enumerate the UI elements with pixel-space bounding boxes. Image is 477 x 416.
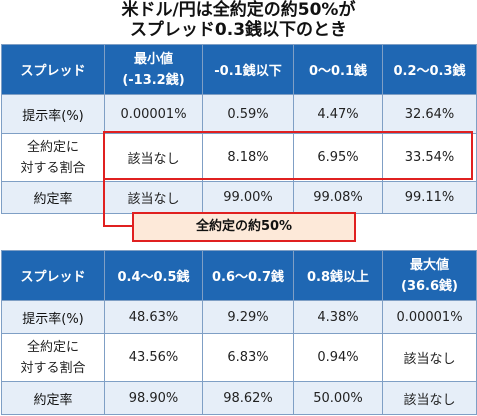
row-label: 全約定に 対する割合 [1,133,105,182]
connector-line-horizontal [103,225,134,227]
table-cell: 4.38% [293,300,383,334]
table-cell: 該当なし [382,381,477,415]
header-min-line2: (-13.2銭) [122,72,185,88]
title-line-2: スプレッド0.3銭以下のとき [129,20,348,40]
header-cell-range: 0.2～0.3銭 [382,44,477,95]
table-header-row: スプレッド 0.4～0.5銭 0.6～0.7銭 0.8銭以上 最大値 (36.6… [1,250,477,301]
header-cell-max: 最大値 (36.6銭) [382,250,477,301]
header-cell-range: -0.1銭以下 [202,44,294,95]
table-cell: 0.00001% [104,94,203,134]
spread-table-1: スプレッド 最小値 (-13.2銭) -0.1銭以下 0～0.1銭 0.2～0.… [1,44,477,214]
table-header-row: スプレッド 最小値 (-13.2銭) -0.1銭以下 0～0.1銭 0.2～0.… [1,44,477,95]
table-cell: 0.59% [202,94,294,134]
title-line-1: 米ドル/円は全約定の約50%が [121,0,356,20]
row-label-line2: 対する割合 [20,160,86,176]
callout-box: 全約定の約50% [132,212,356,242]
row-label: 約定率 [1,381,105,415]
header-cell-min: 最小値 (-13.2銭) [104,44,203,95]
table-cell: 該当なし [104,181,203,214]
table-cell: 8.18% [202,133,294,182]
table-cell: 99.00% [202,181,294,214]
table-row-fill-rate: 約定率 98.90% 98.62% 50.00% 該当なし [1,381,477,415]
table-cell: 33.54% [382,133,477,182]
spread-table-2: スプレッド 0.4～0.5銭 0.6～0.7銭 0.8銭以上 最大値 (36.6… [1,250,477,415]
row-label: 提示率(%) [1,94,105,134]
table-cell: 6.95% [293,133,383,182]
table-row-presentation-rate: 提示率(%) 48.63% 9.29% 4.38% 0.00001% [1,300,477,334]
row-label-line1: 全約定に [26,339,79,355]
row-label-line1: 全約定に [26,139,79,155]
header-cell-spread: スプレッド [1,44,105,95]
table-cell: 99.11% [382,181,477,214]
table-row-share-of-fills: 全約定に 対する割合 該当なし 8.18% 6.95% 33.54% [1,133,477,182]
header-cell-range: 0.4～0.5銭 [104,250,203,301]
table-cell: 0.94% [293,333,383,382]
row-label: 提示率(%) [1,300,105,334]
table-cell: 該当なし [382,333,477,382]
table-cell: 0.00001% [382,300,477,334]
header-min-line1: 最小値 [133,51,173,67]
connector-line-vertical [103,179,105,227]
page-title: 米ドル/円は全約定の約50%が スプレッド0.3銭以下のとき [0,0,477,40]
table-row-fill-rate: 約定率 該当なし 99.00% 99.08% 99.11% [1,181,477,214]
table-cell: 4.47% [293,94,383,134]
table-cell: 48.63% [104,300,203,334]
table-row-share-of-fills: 全約定に 対する割合 43.56% 6.83% 0.94% 該当なし [1,333,477,382]
table-cell: 43.56% [104,333,203,382]
header-cell-range: 0.6～0.7銭 [202,250,294,301]
table-cell: 98.62% [202,381,294,415]
header-max-line2: (36.6銭) [401,278,458,294]
table-row-presentation-rate: 提示率(%) 0.00001% 0.59% 4.47% 32.64% [1,94,477,134]
header-max-line1: 最大値 [409,257,449,273]
header-cell-spread: スプレッド [1,250,105,301]
table-cell: 50.00% [293,381,383,415]
table-cell: 32.64% [382,94,477,134]
table-cell: 該当なし [104,133,203,182]
row-label-line2: 対する割合 [20,360,86,376]
header-cell-range: 0.8銭以上 [293,250,383,301]
row-label: 約定率 [1,181,105,214]
table-cell: 6.83% [202,333,294,382]
table-cell: 9.29% [202,300,294,334]
table-cell: 98.90% [104,381,203,415]
row-label: 全約定に 対する割合 [1,333,105,382]
header-cell-range: 0～0.1銭 [293,44,383,95]
table-cell: 99.08% [293,181,383,214]
